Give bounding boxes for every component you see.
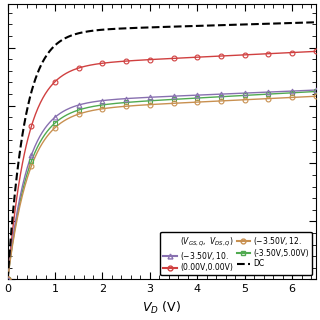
X-axis label: $V_D$ (V): $V_D$ (V) <box>142 300 181 316</box>
Legend: $(V_{GS,Q},\ V_{DS,Q})$, $(-3.50V,10.$, (0.00V,0.00V), $(-3.50V,12.$, (-3.50V,5.: $(V_{GS,Q},\ V_{DS,Q})$, $(-3.50V,10.$, … <box>160 232 312 276</box>
